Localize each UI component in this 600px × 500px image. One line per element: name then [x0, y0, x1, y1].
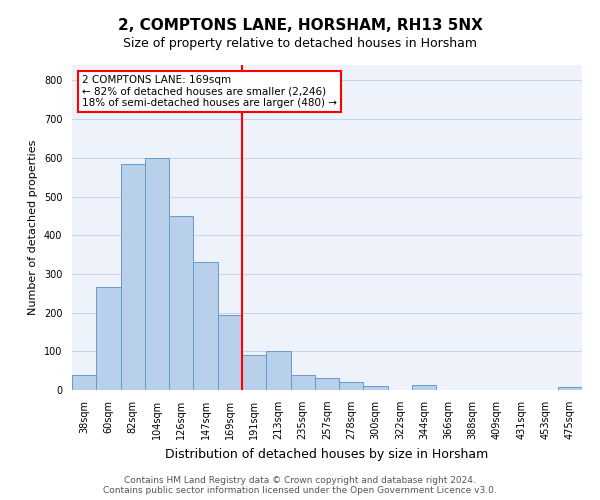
Bar: [121, 164, 145, 390]
Bar: [96, 288, 121, 390]
Bar: [242, 355, 266, 390]
Bar: [193, 262, 218, 390]
Text: 2, COMPTONS LANE, HORSHAM, RH13 5NX: 2, COMPTONS LANE, HORSHAM, RH13 5NX: [118, 18, 482, 32]
Text: Size of property relative to detached houses in Horsham: Size of property relative to detached ho…: [123, 38, 477, 51]
Bar: [72, 376, 96, 390]
Bar: [339, 382, 364, 390]
X-axis label: Distribution of detached houses by size in Horsham: Distribution of detached houses by size …: [166, 448, 488, 460]
Bar: [169, 216, 193, 390]
Text: Contains HM Land Registry data © Crown copyright and database right 2024.
Contai: Contains HM Land Registry data © Crown c…: [103, 476, 497, 495]
Bar: [558, 388, 582, 390]
Bar: [266, 352, 290, 390]
Bar: [364, 386, 388, 390]
Bar: [412, 386, 436, 390]
Text: 2 COMPTONS LANE: 169sqm
← 82% of detached houses are smaller (2,246)
18% of semi: 2 COMPTONS LANE: 169sqm ← 82% of detache…: [82, 74, 337, 108]
Bar: [218, 314, 242, 390]
Bar: [290, 376, 315, 390]
Bar: [315, 378, 339, 390]
Bar: [145, 158, 169, 390]
Y-axis label: Number of detached properties: Number of detached properties: [28, 140, 38, 315]
